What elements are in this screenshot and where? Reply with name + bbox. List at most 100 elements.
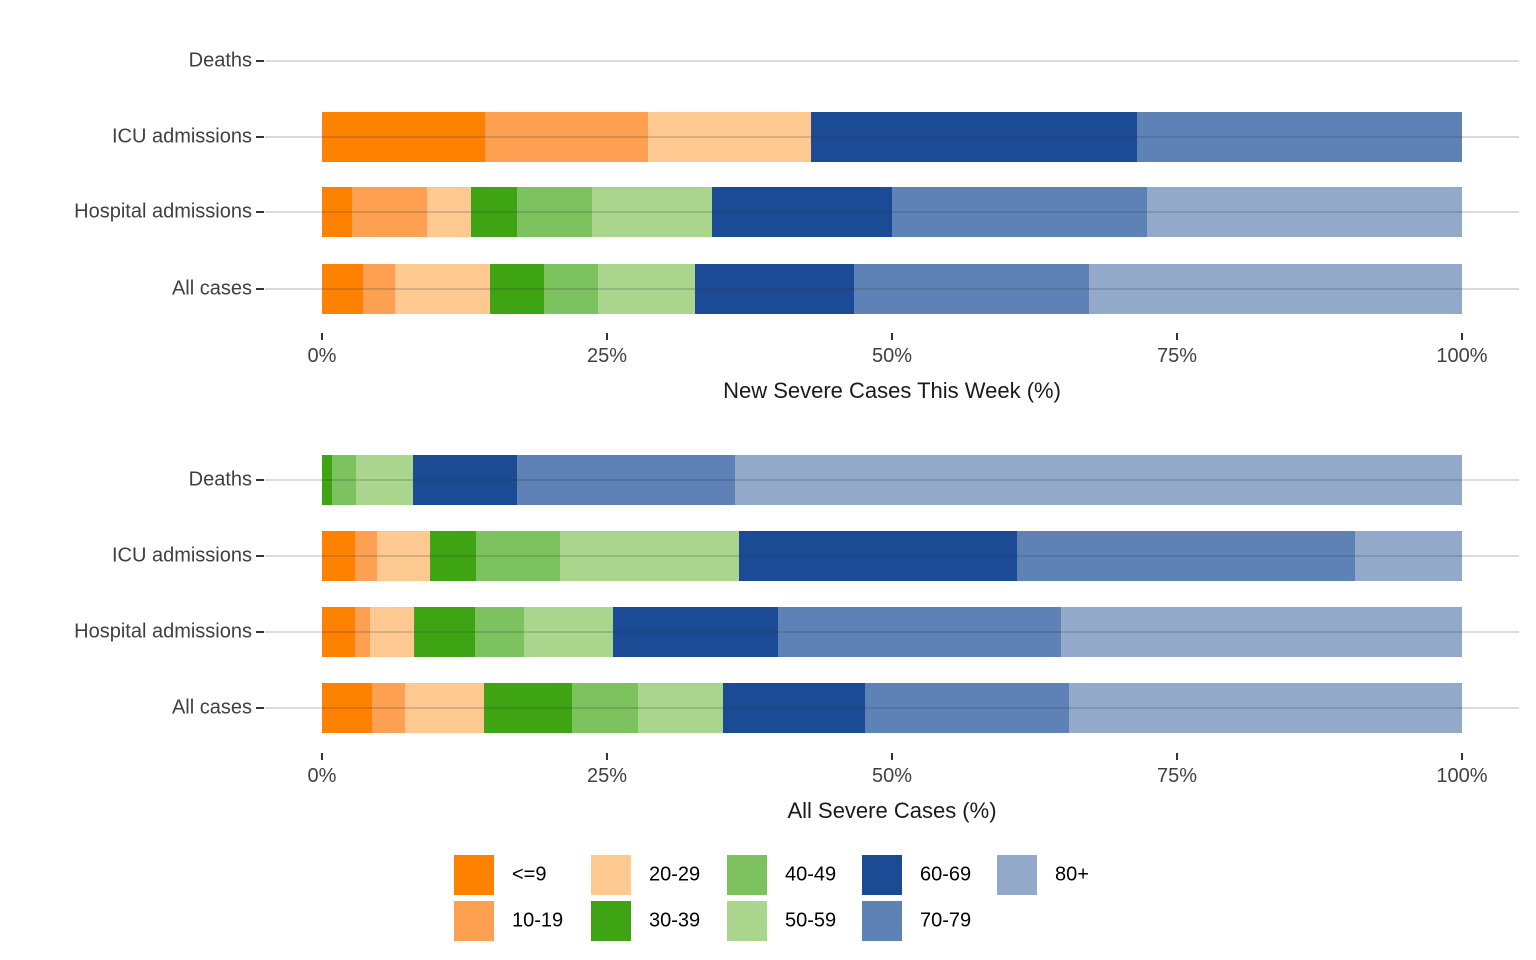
legend-key-7079 [862, 901, 902, 941]
bar-segment-2029 [648, 112, 812, 162]
y-axis-tick [256, 631, 264, 633]
bar-segment-1019 [351, 187, 427, 237]
bar-segment-6069 [739, 531, 1018, 581]
bar-segment-80+ [1147, 187, 1462, 237]
bar-segment-1019 [372, 683, 406, 733]
x-axis-tick [1461, 753, 1463, 760]
legend-label: 80+ [1055, 863, 1089, 886]
panel-gridline [265, 60, 1519, 62]
bar-segment-4049 [474, 607, 524, 657]
bar-segment-3039 [483, 683, 572, 733]
bar-segment-5059 [592, 187, 712, 237]
legend-label: 40-49 [785, 863, 837, 886]
bar-segment-9 [322, 683, 373, 733]
bar-segment-7079 [516, 455, 735, 505]
legend-label: 70-79 [920, 909, 972, 932]
bar-segment-6069 [413, 455, 517, 505]
bar-segment-4049 [475, 531, 561, 581]
x-axis-tick-label: 25% [586, 765, 628, 787]
bar-segment-7079 [892, 187, 1148, 237]
x-axis-title: All Severe Cases (%) [787, 798, 997, 823]
bar-segment-4049 [332, 455, 357, 505]
bar-segment-4049 [571, 683, 638, 733]
bar-segment-6069 [811, 112, 1138, 162]
legend-key-4049 [727, 855, 767, 895]
y-axis-tick [256, 707, 264, 709]
bar-segment-9 [322, 112, 486, 162]
legend-label: 10-19 [512, 909, 564, 932]
bar-segment-4049 [516, 187, 593, 237]
bar-segment-3039 [322, 455, 333, 505]
panel-gridline [265, 631, 1519, 633]
legend-label: 50-59 [785, 909, 837, 932]
legend-label: <=9 [512, 863, 547, 886]
bar-segment-5059 [523, 607, 613, 657]
legend-key-80+ [997, 855, 1037, 895]
bar-segment-2029 [394, 264, 490, 314]
x-axis-tick [1461, 333, 1463, 340]
y-axis-label: All cases [171, 277, 252, 300]
panel-gridline [265, 211, 1519, 213]
bar-segment-7079 [1137, 112, 1462, 162]
x-axis-tick [1176, 753, 1178, 760]
panel-gridline [265, 288, 1519, 290]
legend-label: 20-29 [649, 863, 701, 886]
x-axis-tick [321, 753, 323, 760]
y-axis-tick [256, 211, 264, 213]
bar-segment-6069 [711, 187, 892, 237]
bar-segment-5059 [597, 264, 695, 314]
bar-segment-1019 [363, 264, 395, 314]
y-axis-label: Hospital admissions [74, 200, 252, 223]
x-axis-tick-label: 50% [871, 765, 913, 787]
x-axis-tick-label: 75% [1156, 765, 1198, 787]
legend-key-1019 [454, 901, 494, 941]
legend-key-3039 [591, 901, 631, 941]
bar-segment-9 [322, 264, 364, 314]
legend-key-9 [454, 855, 494, 895]
bar-segment-5059 [560, 531, 740, 581]
x-axis-tick [606, 333, 608, 340]
bar-segment-4049 [544, 264, 598, 314]
bar-segment-1019 [355, 607, 370, 657]
x-axis-tick-label: 100% [1436, 345, 1488, 367]
x-axis-tick-label: 50% [871, 345, 913, 367]
bar-segment-6069 [723, 683, 865, 733]
bar-segment-9 [322, 531, 356, 581]
bar-segment-3039 [414, 607, 475, 657]
bar-segment-7079 [1017, 531, 1355, 581]
panel-gridline [265, 707, 1519, 709]
bar-segment-1019 [485, 112, 649, 162]
bar-segment-9 [322, 187, 352, 237]
bar-segment-5059 [356, 455, 414, 505]
bar-segment-80+ [1068, 683, 1462, 733]
bar-segment-3039 [430, 531, 476, 581]
x-axis-tick [891, 333, 893, 340]
y-axis-label: Deaths [188, 468, 252, 491]
bar-segment-9 [322, 607, 356, 657]
panel-gridline [265, 479, 1519, 481]
y-axis-tick [256, 136, 264, 138]
bar-segment-6069 [612, 607, 778, 657]
legend-key-6069 [862, 855, 902, 895]
panel-gridline [265, 555, 1519, 557]
bar-segment-80+ [1089, 264, 1462, 314]
y-axis-tick [256, 288, 264, 290]
bar-segment-7079 [854, 264, 1090, 314]
y-axis-label: ICU admissions [111, 544, 252, 567]
bar-segment-1019 [355, 531, 377, 581]
bar-segment-7079 [864, 683, 1069, 733]
legend-label: 60-69 [920, 863, 972, 886]
legend-key-5059 [727, 901, 767, 941]
legend-label: 30-39 [649, 909, 701, 932]
y-axis-label: Hospital admissions [74, 620, 252, 643]
bar-segment-80+ [734, 455, 1462, 505]
x-axis-tick-label: 75% [1156, 345, 1198, 367]
panel-gridline [265, 136, 1519, 138]
y-axis-tick [256, 555, 264, 557]
bar-segment-3039 [489, 264, 545, 314]
bar-segment-2029 [369, 607, 415, 657]
x-axis-tick-label: 0% [307, 345, 337, 367]
bar-segment-80+ [1060, 607, 1462, 657]
x-axis-tick-label: 25% [586, 345, 628, 367]
bar-segment-5059 [637, 683, 724, 733]
